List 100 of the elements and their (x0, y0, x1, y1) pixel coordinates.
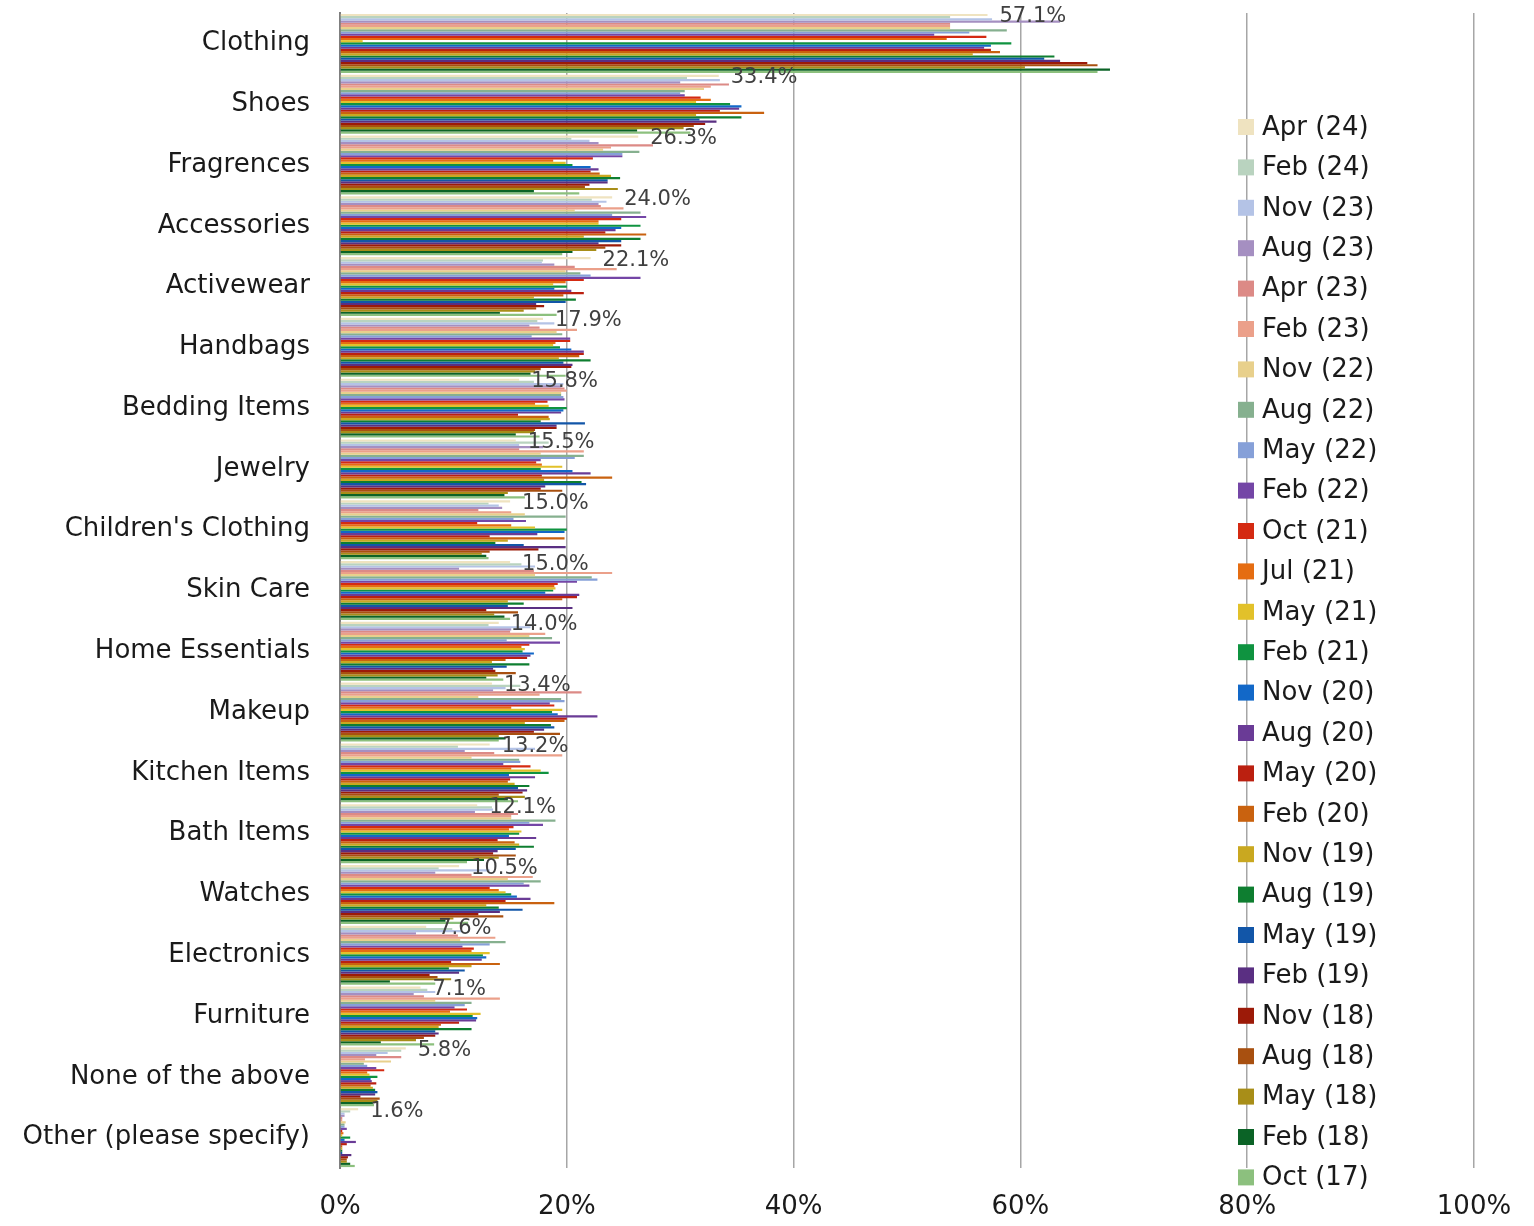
bar (340, 20, 1061, 23)
bar (340, 1140, 356, 1144)
bar (340, 448, 520, 451)
bar (340, 804, 478, 807)
bar (340, 580, 578, 583)
bar (340, 29, 1007, 32)
bar (340, 934, 458, 937)
bar (340, 35, 987, 38)
bar (340, 94, 685, 97)
bar (340, 1004, 465, 1007)
bar (340, 487, 541, 490)
bar (340, 183, 590, 186)
bar (340, 897, 531, 900)
bar (340, 168, 599, 171)
data-label: 15.5% (527, 428, 595, 453)
bar (340, 789, 528, 792)
bar (340, 18, 993, 21)
bar (340, 326, 540, 329)
bar (340, 843, 520, 846)
bar (340, 311, 500, 314)
bar (340, 578, 598, 581)
y-tick-label: Watches (199, 877, 310, 908)
bar (340, 617, 511, 620)
bar (340, 661, 492, 664)
bar (340, 285, 567, 288)
bar (340, 539, 508, 542)
bar (340, 749, 465, 753)
bar (340, 333, 563, 336)
bar (340, 246, 606, 249)
data-label: 12.1% (489, 793, 556, 818)
bar (340, 936, 496, 939)
bar (340, 248, 597, 251)
bar (340, 682, 492, 685)
legend-label: May (20) (1262, 757, 1378, 788)
bar (340, 535, 490, 538)
bar (340, 839, 498, 842)
data-label: 13.2% (501, 732, 569, 757)
bar (340, 637, 553, 640)
bar (340, 289, 572, 293)
bar (340, 224, 641, 227)
bar (340, 480, 582, 484)
bar (340, 960, 452, 963)
bar (340, 370, 536, 373)
bar (340, 763, 504, 766)
bar (340, 294, 564, 297)
legend-label: May (18) (1262, 1080, 1378, 1111)
bar (340, 708, 563, 711)
bar (340, 571, 613, 575)
bar (340, 137, 572, 140)
bar (340, 242, 599, 245)
bar (340, 500, 511, 503)
bar (340, 715, 598, 718)
bar (340, 769, 541, 772)
y-tick-label: Fragrences (167, 147, 310, 178)
legend-label: Oct (17) (1262, 1161, 1369, 1192)
bar (340, 161, 566, 164)
bar (340, 543, 524, 547)
bar (340, 546, 566, 549)
bar (340, 860, 468, 864)
bar (340, 76, 687, 80)
x-tick-label: 20% (537, 1190, 596, 1221)
data-label: 15.0% (522, 550, 589, 575)
bar (340, 532, 538, 536)
bar (340, 496, 525, 499)
bar (340, 79, 720, 82)
bar (340, 46, 985, 49)
bar (340, 229, 616, 232)
bar (340, 980, 390, 983)
bar (340, 552, 482, 555)
bar (340, 943, 490, 946)
y-tick-label: Furniture (193, 998, 310, 1029)
bar (340, 357, 559, 360)
bar (340, 239, 622, 243)
bar (340, 40, 363, 43)
bar (340, 61, 1088, 65)
bar (340, 172, 600, 175)
bar (340, 576, 592, 579)
bar (340, 465, 563, 468)
y-tick-label: Electronics (168, 937, 310, 968)
bar (340, 925, 427, 928)
bar (340, 765, 531, 768)
bar (340, 776, 536, 779)
bar (340, 821, 530, 824)
bar (340, 522, 478, 525)
y-tick-label: Kitchen Items (131, 755, 310, 786)
bar (340, 728, 545, 731)
x-tick-label: 100% (1436, 1190, 1512, 1221)
bar (340, 1006, 455, 1009)
bar (340, 413, 519, 416)
bar (340, 902, 555, 905)
bar (340, 639, 507, 642)
bar (340, 975, 438, 979)
legend-label: Apr (23) (1262, 272, 1369, 303)
bar (340, 864, 460, 868)
bar (340, 567, 460, 570)
bar (340, 298, 576, 301)
bar (340, 274, 591, 277)
bar (340, 404, 549, 408)
bar (340, 810, 475, 813)
bar (340, 506, 503, 509)
